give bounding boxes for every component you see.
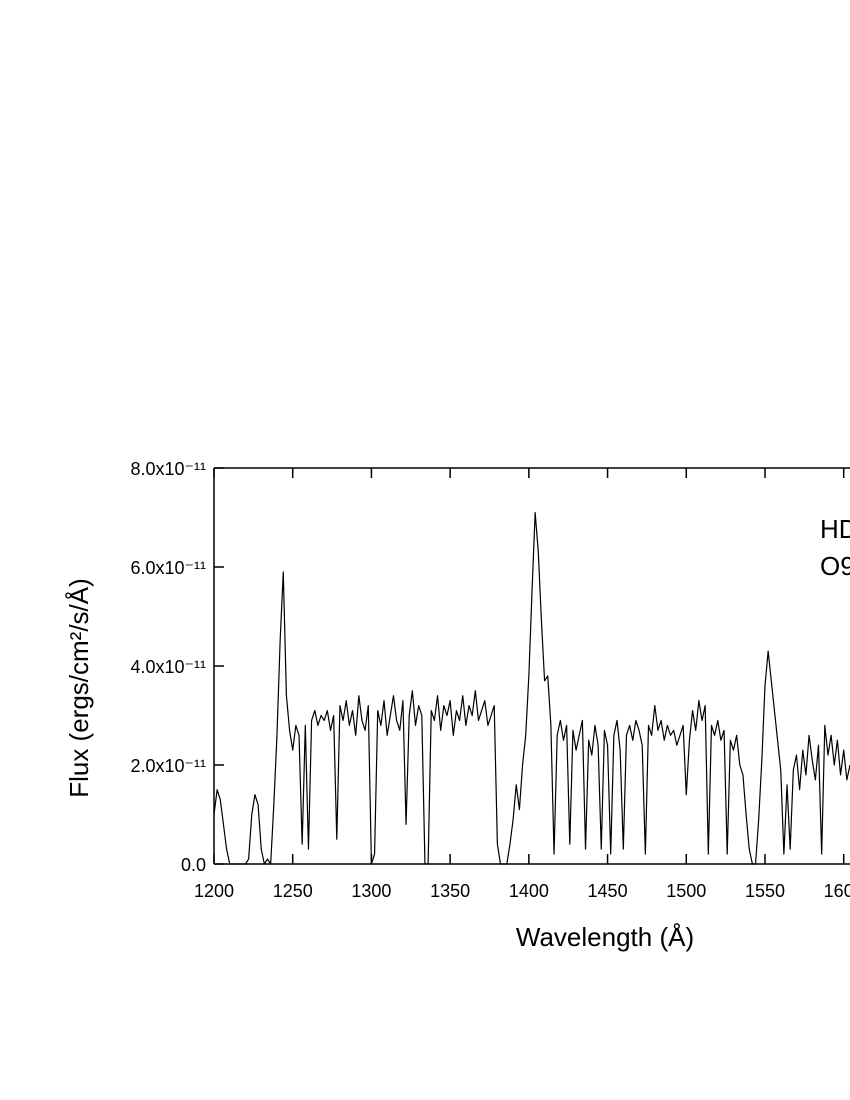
x-tick-label: 1300 bbox=[351, 881, 391, 901]
x-tick-label: 1450 bbox=[588, 881, 628, 901]
x-tick-label: 1350 bbox=[430, 881, 470, 901]
spectrum-line bbox=[213, 511, 850, 865]
y-tick-label: 6.0x10⁻¹¹ bbox=[130, 558, 206, 578]
x-tick-label: 1550 bbox=[745, 881, 785, 901]
y-tick-label: 2.0x10⁻¹¹ bbox=[130, 756, 206, 776]
x-tick-label: 1500 bbox=[666, 881, 706, 901]
x-tick-label: 1250 bbox=[273, 881, 313, 901]
annotation: O9 bbox=[820, 551, 850, 581]
x-tick-label: 1200 bbox=[194, 881, 234, 901]
x-tick-label: 1400 bbox=[509, 881, 549, 901]
annotation: HD bbox=[820, 514, 850, 544]
x-tick-label: 1600 bbox=[824, 881, 850, 901]
y-tick-label: 4.0x10⁻¹¹ bbox=[130, 657, 206, 677]
y-tick-label: 0.0 bbox=[181, 855, 206, 875]
y-tick-label: 8.0x10⁻¹¹ bbox=[130, 459, 206, 479]
y-axis-label: Flux (ergs/cm²/s/Å) bbox=[64, 578, 94, 798]
x-axis-label: Wavelength (Å) bbox=[516, 922, 694, 952]
